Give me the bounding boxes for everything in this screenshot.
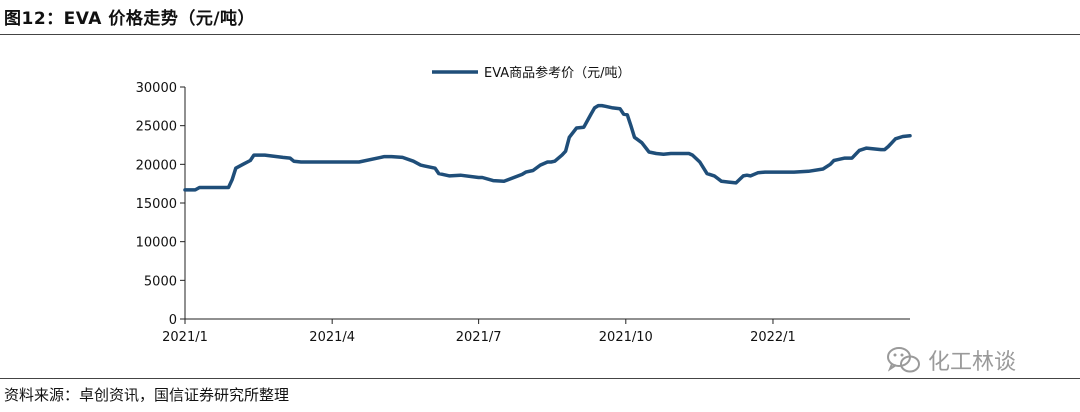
series-line-eva-price: [183, 103, 912, 192]
y-tick-label: 25000: [136, 120, 177, 135]
y-tick-label: 10000: [136, 236, 177, 251]
watermark-text: 化工林谈: [928, 350, 1017, 375]
y-tick-label: 15000: [136, 197, 177, 212]
y-axis-ticks: 0 5000 10000 15000 20000 25000 30000: [136, 81, 185, 328]
legend: EVA商品参考价（元/吨）: [432, 65, 631, 81]
axes: [184, 87, 910, 320]
x-tick-label: 2021/10: [599, 330, 653, 345]
x-tick-label: 2021/1: [162, 330, 208, 345]
line-chart: EVA商品参考价（元/吨） 0 5000 10000 15000 20000 25000 3…: [136, 65, 912, 345]
source-note: 资料来源：卓创资讯，国信证券研究所整理: [4, 386, 290, 404]
bottom-rule: [0, 378, 1080, 379]
top-rule: [0, 34, 1080, 35]
x-tick-label: 2021/7: [456, 330, 502, 345]
y-tick-label: 30000: [136, 81, 177, 96]
legend-label: EVA商品参考价（元/吨）: [484, 65, 631, 81]
y-tick-label: 5000: [144, 274, 177, 289]
x-axis-ticks: 2021/1 2021/4 2021/7 2021/10 2022/1: [162, 319, 796, 345]
x-tick-label: 2021/4: [309, 330, 355, 345]
y-tick-label: 0: [169, 313, 177, 328]
x-tick-label: 2022/1: [750, 330, 796, 345]
y-tick-label: 20000: [136, 158, 177, 173]
figure-title: 图12：EVA 价格走势（元/吨）: [4, 9, 256, 29]
wechat-icon: [887, 347, 920, 373]
watermark: 化工林谈: [886, 344, 1016, 376]
